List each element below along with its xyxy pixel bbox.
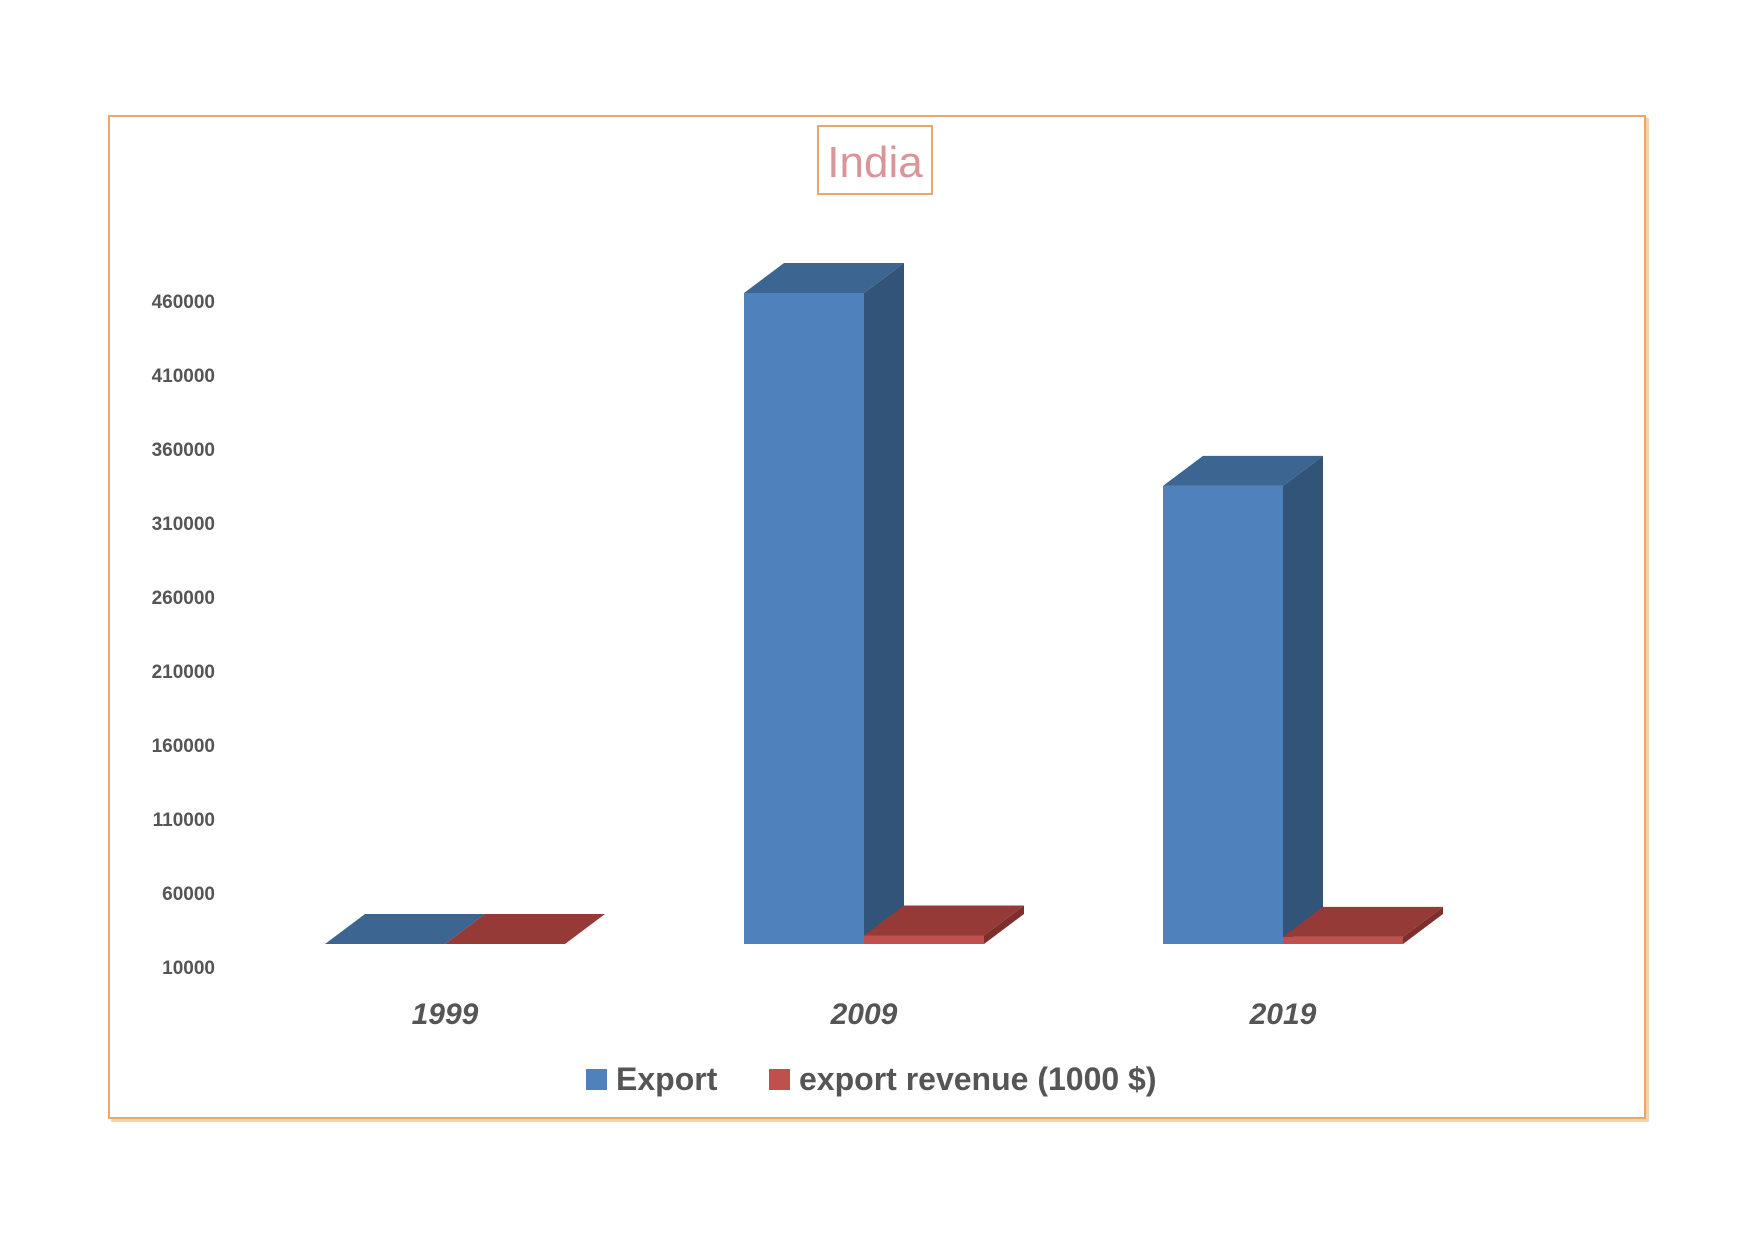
bar-export-revenue-2009 bbox=[864, 905, 1024, 944]
x-tick-label: 2009 bbox=[830, 998, 898, 1031]
legend-item: export revenue (1000 $) bbox=[769, 1061, 1157, 1097]
x-tick-label: 1999 bbox=[412, 998, 479, 1031]
bar-top bbox=[744, 263, 904, 293]
y-tick-label: 460000 bbox=[152, 292, 215, 313]
y-tick-label: 410000 bbox=[152, 366, 215, 387]
y-tick-label: 10000 bbox=[162, 958, 215, 979]
bar-export-revenue-1999 bbox=[445, 914, 605, 944]
bar-top bbox=[1163, 455, 1323, 486]
bar-side bbox=[864, 263, 904, 944]
bar-export-1999 bbox=[325, 914, 485, 944]
bar-export-2019 bbox=[1163, 455, 1323, 944]
bar-top bbox=[325, 914, 485, 944]
legend-label: export revenue (1000 $) bbox=[799, 1061, 1157, 1097]
legend-swatch bbox=[769, 1069, 790, 1090]
bar-side bbox=[1403, 906, 1443, 944]
y-tick-label: 260000 bbox=[152, 588, 215, 609]
legend-swatch bbox=[586, 1069, 607, 1090]
y-tick-label: 310000 bbox=[152, 514, 215, 535]
y-tick-label: 110000 bbox=[153, 810, 215, 831]
bar-top bbox=[1283, 906, 1443, 937]
y-tick-label: 360000 bbox=[152, 440, 215, 461]
bar-export-2009 bbox=[744, 263, 904, 944]
y-tick-label: 60000 bbox=[162, 884, 215, 905]
legend-label: Export bbox=[616, 1061, 718, 1097]
legend-item: Export bbox=[586, 1061, 718, 1097]
bar-side bbox=[984, 905, 1024, 944]
bar-front bbox=[1283, 936, 1403, 944]
x-tick-label: 2019 bbox=[1249, 998, 1317, 1031]
bars bbox=[325, 263, 1443, 944]
title-box bbox=[817, 125, 933, 195]
legend: Export export revenue (1000 $) bbox=[586, 1061, 1157, 1097]
bar-top bbox=[864, 905, 1024, 936]
x-axis: 1999 2009 2019 bbox=[412, 998, 1317, 1031]
bar-top bbox=[445, 914, 605, 944]
bar-front bbox=[1163, 485, 1283, 944]
chart-title: India bbox=[827, 138, 923, 187]
y-tick-label: 160000 bbox=[152, 736, 215, 757]
bar-front bbox=[864, 935, 984, 944]
y-tick-label: 210000 bbox=[152, 662, 215, 683]
bar-side bbox=[1283, 455, 1323, 944]
y-axis: 10000 60000 110000 160000 210000 260000 310000… bbox=[152, 292, 215, 979]
bar-export-revenue-2019 bbox=[1283, 906, 1443, 944]
chart-frame bbox=[108, 115, 1646, 1119]
bar-front bbox=[744, 293, 864, 944]
